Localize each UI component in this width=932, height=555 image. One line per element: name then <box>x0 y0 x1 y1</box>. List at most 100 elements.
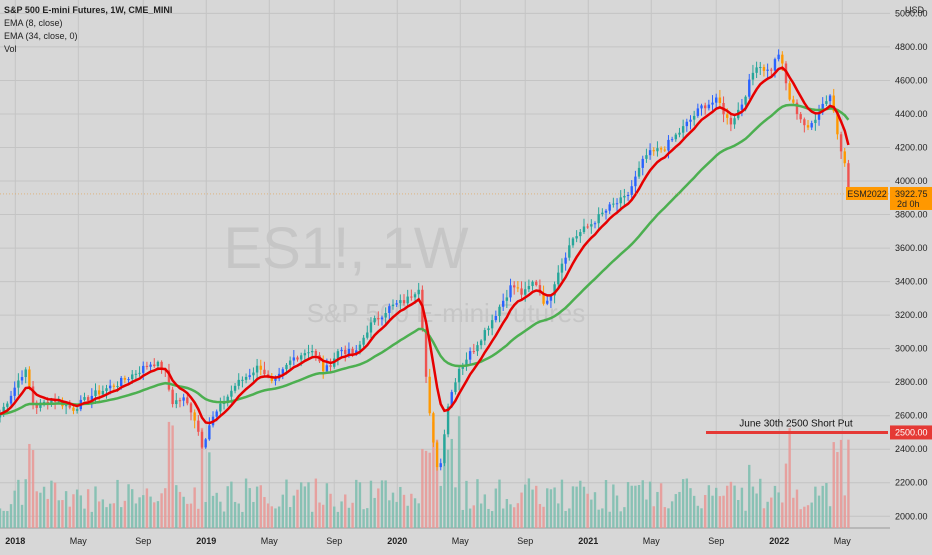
x-tick-label: Sep <box>517 536 533 546</box>
candle-body <box>681 126 685 133</box>
volume-bar <box>527 478 531 528</box>
y-tick-label: 2200.00 <box>895 478 928 488</box>
candle-body <box>839 134 843 152</box>
candle-body <box>821 103 824 113</box>
candle-body <box>527 286 531 290</box>
volume-bar <box>200 427 204 528</box>
volume-bar <box>516 503 520 528</box>
last-price-label: 3922.75 <box>895 189 928 199</box>
volume-bar <box>314 478 318 528</box>
candle-body <box>817 112 821 120</box>
volume-bar <box>270 506 273 528</box>
volume-bar <box>821 485 824 528</box>
volume-bar <box>564 510 567 528</box>
volume-bar <box>222 511 226 528</box>
volume-bar <box>557 503 560 528</box>
candle-body <box>828 95 832 102</box>
candle-body <box>222 402 226 404</box>
volume-bar <box>582 486 586 528</box>
volume-bar <box>781 502 784 528</box>
candle-body <box>94 390 97 396</box>
volume-bar <box>307 482 310 528</box>
volume-bar <box>700 508 703 528</box>
volume-bar <box>46 498 49 528</box>
volume-bar <box>20 504 24 528</box>
legend-ema8[interactable]: EMA (8, close) <box>4 18 63 28</box>
volume-bar <box>597 509 600 528</box>
volume-bar <box>237 503 240 528</box>
volume-bar <box>351 502 354 528</box>
volume-bar <box>417 503 420 528</box>
volume-bar <box>549 489 553 528</box>
y-tick-label: 4000.00 <box>895 176 928 186</box>
y-tick-label: 4400.00 <box>895 109 928 119</box>
candle-body <box>285 364 288 370</box>
candle-body <box>659 148 663 150</box>
volume-bar <box>538 504 542 528</box>
y-tick-label: 2600.00 <box>895 411 928 421</box>
volume-bar <box>219 501 222 528</box>
candle-body <box>604 210 608 213</box>
candle-body <box>322 361 325 372</box>
candle-body <box>42 401 46 403</box>
volume-bar <box>424 450 428 528</box>
candle-body <box>413 294 417 298</box>
legend-ema34[interactable]: EMA (34, close, 0) <box>4 31 78 41</box>
candle-body <box>707 104 711 109</box>
volume-bar <box>322 504 325 528</box>
volume-bar <box>817 495 821 528</box>
volume-bar <box>149 496 152 528</box>
candle-body <box>219 403 222 412</box>
volume-bar <box>579 480 582 528</box>
candle-body <box>733 118 736 125</box>
volume-bar <box>248 488 251 528</box>
volume-bar <box>762 508 766 528</box>
volume-bar <box>333 506 336 528</box>
time-axis[interactable]: 2018 May Sep 2019 May Sep 2020 May Sep 2021 May Sep… <box>5 536 851 546</box>
candle-body <box>454 382 457 393</box>
volume-bar <box>615 495 619 528</box>
volume-bar <box>810 502 813 528</box>
volume-bar <box>648 481 652 528</box>
volume-bar <box>167 421 171 528</box>
candle-body <box>836 111 839 135</box>
y-tick-label: 3400.00 <box>895 277 928 287</box>
volume-bar <box>766 501 769 528</box>
volume-bar <box>281 494 285 528</box>
candle-body <box>186 397 189 404</box>
candle-body <box>167 370 171 390</box>
volume-bar <box>505 499 509 528</box>
volume-bar <box>9 504 13 528</box>
candle-body <box>336 351 340 359</box>
candle-body <box>601 212 604 215</box>
volume-bar <box>138 497 141 528</box>
candle-body <box>652 150 655 152</box>
volume-bar <box>266 503 270 528</box>
volume-bar <box>784 463 788 528</box>
candle-body <box>17 380 20 388</box>
candle-body <box>68 405 71 408</box>
symbol-title[interactable]: S&P 500 E-mini Futures, 1W, CME_MINI <box>4 5 173 15</box>
candle-body <box>509 285 512 298</box>
candle-body <box>443 434 446 464</box>
volume-bar <box>310 511 314 528</box>
y-tick-label: 3000.00 <box>895 344 928 354</box>
watermark-ticker: ES1!, 1W <box>224 216 469 281</box>
volume-bar <box>24 479 27 528</box>
x-tick-label: Sep <box>135 536 151 546</box>
legend-vol[interactable]: Vol <box>4 44 17 54</box>
price-axis[interactable]: 2000.00 2200.00 2400.00 2600.00 2800.00 3000.… <box>895 5 928 521</box>
candle-body <box>149 364 152 367</box>
volume-bar <box>366 508 369 528</box>
volume-bar <box>542 506 545 528</box>
candle-body <box>325 365 329 372</box>
candle-body <box>406 296 409 304</box>
candle-body <box>244 376 248 380</box>
volume-bar <box>483 494 487 528</box>
candle-body <box>630 186 633 195</box>
candle-body <box>153 364 156 367</box>
volume-bar <box>373 497 376 528</box>
annotation-price-label: 2500.00 <box>895 427 928 437</box>
